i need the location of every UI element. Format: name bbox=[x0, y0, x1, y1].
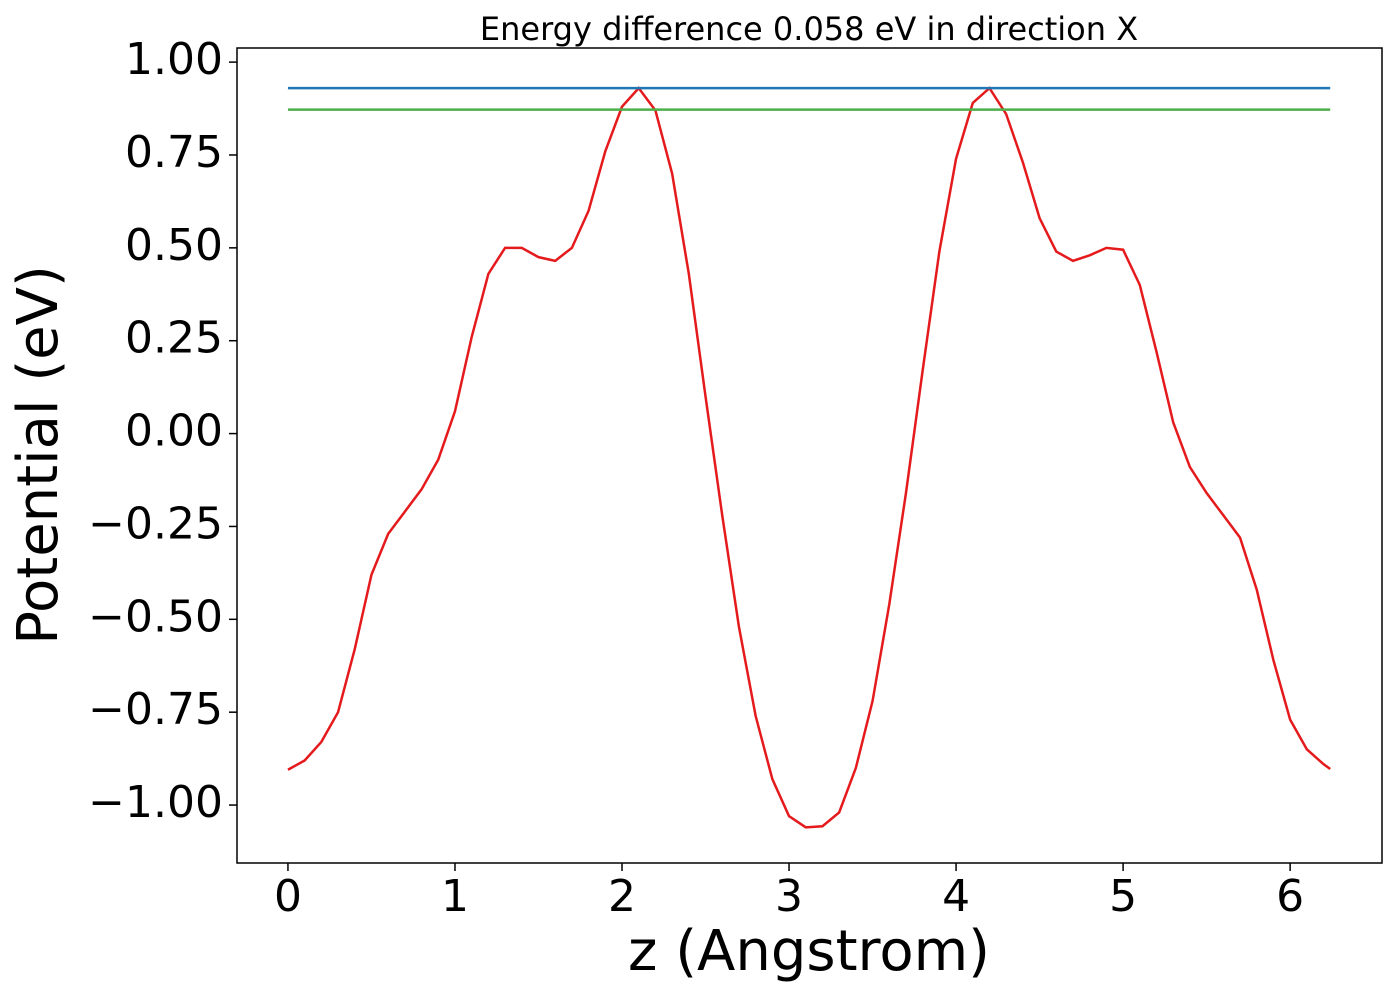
plot-frame bbox=[236, 47, 1383, 864]
x-tick-label: 5 bbox=[1109, 871, 1137, 922]
x-tick-label: 3 bbox=[775, 871, 803, 922]
x-axis-label: z (Angstrom) bbox=[628, 919, 990, 984]
y-tick-label: 0.75 bbox=[125, 127, 223, 178]
x-tick-label: 0 bbox=[274, 871, 302, 922]
y-tick-label: 0.00 bbox=[125, 406, 223, 457]
chart-title: Energy difference 0.058 eV in direction … bbox=[480, 10, 1138, 48]
data-line bbox=[287, 86, 1331, 829]
y-axis-label: Potential (eV) bbox=[6, 265, 71, 645]
x-tick-label: 1 bbox=[441, 871, 469, 922]
y-tick-label: 0.25 bbox=[125, 313, 223, 364]
x-tick-label: 6 bbox=[1276, 871, 1304, 922]
y-tick-label: −0.75 bbox=[88, 684, 223, 735]
y-tick-label: 1.00 bbox=[125, 34, 223, 85]
y-tick-label: 0.50 bbox=[125, 220, 223, 271]
y-tick-label: −1.00 bbox=[88, 777, 223, 828]
x-tick-label: 4 bbox=[942, 871, 970, 922]
y-tick-label: −0.25 bbox=[88, 498, 223, 549]
y-tick-label: −0.50 bbox=[88, 591, 223, 642]
x-tick-label: 2 bbox=[608, 871, 636, 922]
